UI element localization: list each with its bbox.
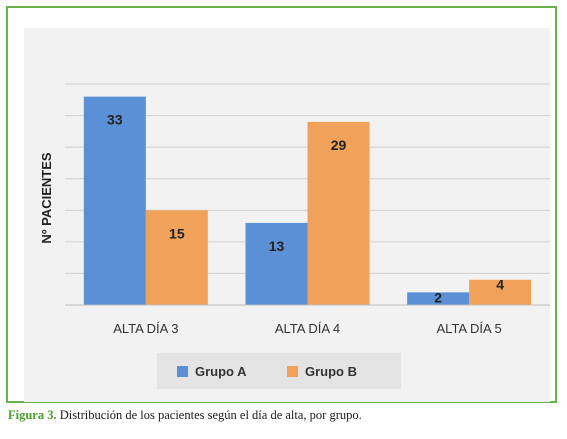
data-label: 13 xyxy=(269,238,285,254)
figure-caption: Figura 3. Distribución de los pacientes … xyxy=(8,408,560,430)
legend-label: Grupo A xyxy=(195,364,247,379)
bar-grupo-b xyxy=(145,210,208,305)
figure-number: Figura 3. xyxy=(8,408,57,422)
x-axis: ALTA DÍA 3 ALTA DÍA 4 ALTA DÍA 5 xyxy=(65,304,550,336)
caption-text: Distribución de los pacientes según el d… xyxy=(56,408,362,422)
legend-swatch xyxy=(177,366,188,377)
legend-box xyxy=(157,353,401,389)
bar-grupo-a xyxy=(245,222,308,305)
legend-swatch xyxy=(287,366,298,377)
data-label: 15 xyxy=(169,225,185,241)
data-labels: 33 15 13 29 2 4 xyxy=(107,112,504,306)
x-tick-label: ALTA DÍA 3 xyxy=(113,321,178,336)
bars xyxy=(83,96,532,305)
bar-grupo-b xyxy=(469,279,532,305)
legend: Grupo A Grupo B xyxy=(157,353,401,389)
bar-grupo-a xyxy=(83,96,146,305)
data-label: 2 xyxy=(434,289,442,305)
data-label: 29 xyxy=(331,137,347,153)
data-label: 4 xyxy=(496,277,504,293)
chart-area: 33 15 13 29 2 4 ALTA DÍA 3 ALTA DÍA 4 ALTA DÍA … xyxy=(24,28,550,402)
y-axis-label: Nº PACIENTES xyxy=(39,152,54,244)
data-label: 33 xyxy=(107,112,123,128)
x-tick-label: ALTA DÍA 5 xyxy=(437,321,502,336)
legend-label: Grupo B xyxy=(305,364,357,379)
bar-grupo-b xyxy=(307,121,370,305)
figure-frame: 33 15 13 29 2 4 ALTA DÍA 3 ALTA DÍA 4 ALTA DÍA … xyxy=(6,6,557,403)
bar-grupo-a xyxy=(407,292,470,305)
x-tick-label: ALTA DÍA 4 xyxy=(275,321,340,336)
